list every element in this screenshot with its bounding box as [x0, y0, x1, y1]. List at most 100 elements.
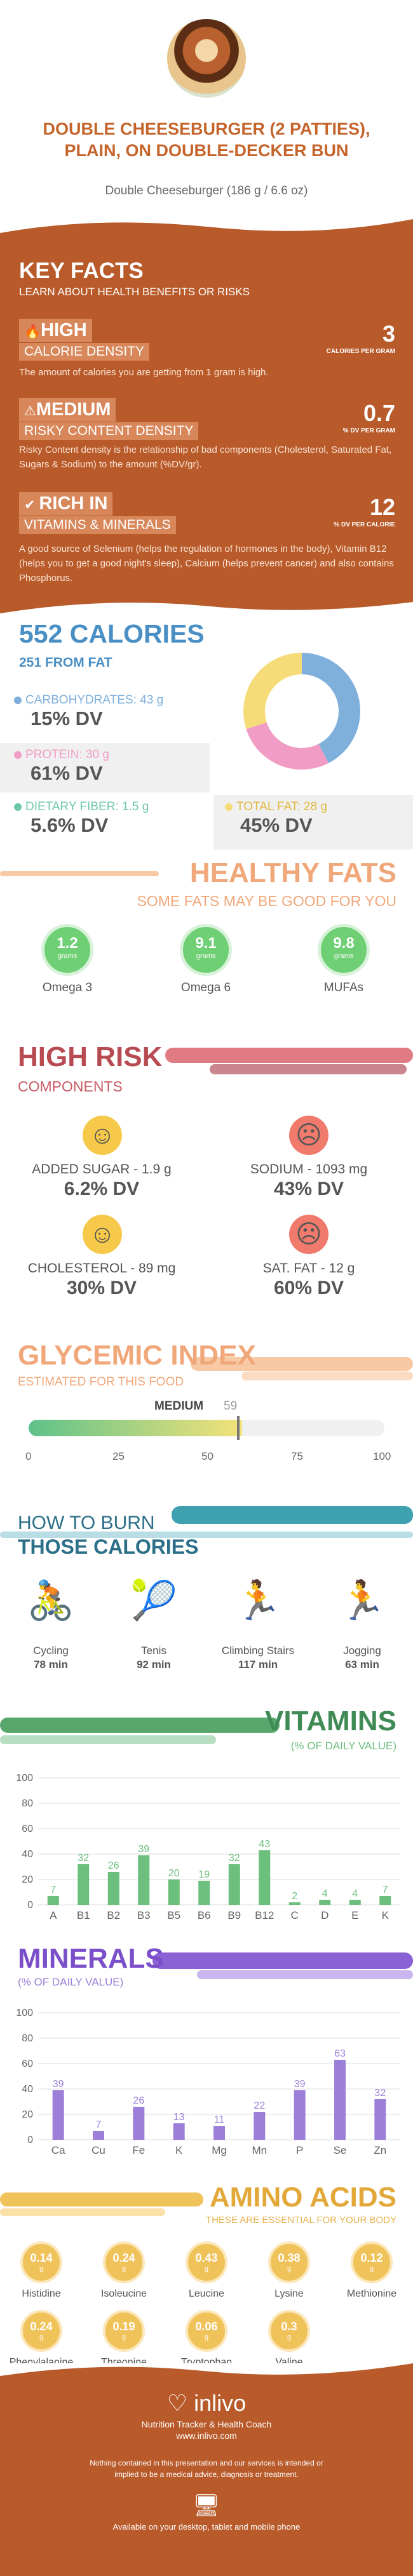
vitamin-category-label: K [382, 1909, 389, 1921]
vitamins-deco-bar [0, 1718, 280, 1733]
mineral-bar [294, 2090, 306, 2140]
burn-deco-bar2 [0, 1532, 413, 1538]
gi-tick: 75 [291, 1450, 303, 1462]
vitamin-value-label: 20 [168, 1868, 180, 1879]
vitamin-value-label: 43 [259, 1839, 270, 1850]
glycemic-level: MEDIUM [154, 1399, 204, 1413]
vitamins-rich-level: ✔ RICH IN [19, 492, 113, 516]
vitamin-category-label: B6 [198, 1909, 211, 1921]
carbs-dv: 15% DV [30, 707, 103, 730]
donut-fat-slice [243, 653, 360, 770]
minerals-heading: MINERALS [18, 1943, 164, 1974]
added-sugar-face-icon: ☺ [83, 1116, 122, 1155]
risky-density-name: RISKY CONTENT DENSITY [19, 422, 199, 440]
mineral-value-label: 26 [133, 2095, 144, 2106]
glycemic-value-label: 59 [224, 1399, 238, 1413]
burn-heading-2: THOSE CALORIES [18, 1535, 199, 1558]
vitamin-category-label: B5 [167, 1909, 180, 1921]
amino-label: Leucine [188, 2288, 225, 2299]
vitamin-category-label: D [321, 1909, 328, 1921]
glycemic-ticks: 0 25 50 75 100 [25, 1450, 391, 1464]
calorie-density-name: CALORIE DENSITY [19, 343, 150, 361]
minerals-deco-bar2 [197, 1970, 413, 1979]
amino-circle: 0.19 g [103, 2310, 145, 2352]
mineral-category-label: Cu [91, 2144, 105, 2156]
vitamin-bar [107, 1872, 119, 1905]
page-title: DOUBLE CHEESEBURGER (2 PATTIES), PLAIN, … [43, 119, 370, 160]
cholesterol-label: CHOLESTEROL - 89 mg [27, 1261, 176, 1276]
sat-fat-face-icon: ☹ [289, 1215, 328, 1254]
mufas-label: MUFAs [323, 981, 364, 994]
tennis-time: 92 min [137, 1658, 171, 1671]
vitamin-bar [288, 1902, 301, 1905]
amino-circle: 0.14 g [20, 2241, 62, 2283]
high-risk-heading: HIGH RISK [18, 1041, 163, 1072]
stairs-label: Climbing Stairs [221, 1645, 295, 1657]
added-sugar-dv: 6.2% DV [64, 1178, 140, 1199]
vitamins-heading: VITAMINS [265, 1705, 396, 1737]
risky-density-level: ⚠MEDIUM [19, 398, 116, 422]
protein-dv: 61% DV [30, 762, 103, 784]
fiber-block: DIETARY FIBER: 1.5 g 5.6% DV [0, 800, 210, 850]
mineral-category-label: Ca [51, 2144, 65, 2156]
mineral-value-label: 11 [214, 2114, 225, 2125]
gi-tick: 0 [25, 1450, 32, 1462]
glycemic-heading: GLYCEMIC INDEX [18, 1340, 256, 1371]
vitamin-category-label: B9 [227, 1909, 241, 1921]
mineral-category-label: K [175, 2144, 183, 2156]
mineral-bar [254, 2112, 266, 2140]
footer-platforms: Available on your desktop, tablet and mo… [112, 2522, 301, 2532]
minerals-subheading: (% OF DAILY VALUE) [18, 1976, 124, 1988]
carbs-label: CARBOHYDRATES: 43 g [25, 693, 164, 707]
amino-grid: 0.14 g Histidine 0.24 g Isoleucine 0.43 g Leucin… [0, 2241, 413, 2368]
amino-circle: 0.38 g [268, 2241, 310, 2283]
wave-divider-bottom [0, 602, 413, 616]
sodium-face-icon: ☹ [289, 1116, 328, 1155]
vitamin-category-label: E [351, 1909, 358, 1921]
wave-divider [0, 219, 413, 233]
footer-url[interactable]: www.inlivo.com [176, 2431, 237, 2441]
fat-block: TOTAL FAT: 28 g 45% DV [213, 795, 413, 850]
gi-tick: 25 [112, 1450, 125, 1462]
amino-subheading: THESE ARE ESSENTIAL FOR YOUR BODY [205, 2215, 396, 2226]
amino-circle: 0.24 g [103, 2241, 145, 2283]
mineral-category-label: Zn [374, 2144, 386, 2156]
vitamin-ytick: 40 [22, 1849, 33, 1860]
fiber-dv: 5.6% DV [30, 814, 109, 836]
vitamin-bar [349, 1900, 361, 1905]
mineral-ytick: 80 [22, 2033, 33, 2044]
vitamin-ytick: 100 [16, 1773, 33, 1784]
mineral-value-label: 63 [334, 2048, 346, 2059]
mineral-bar [133, 2107, 145, 2140]
fiber-dot [14, 803, 22, 811]
key-facts-section: KEY FACTS LEARN ABOUT HEALTH BENEFITS OR… [0, 219, 413, 616]
vitamin-bar [168, 1879, 180, 1905]
jogging-label: Jogging [343, 1645, 381, 1657]
amino-circle: 0.06 g [186, 2310, 227, 2352]
omega6-label: Omega 6 [180, 981, 231, 994]
sat-fat-dv: 60% DV [273, 1278, 344, 1298]
mineral-category-label: Mn [252, 2144, 267, 2156]
omega6-circle: 9.1 grams [180, 924, 232, 976]
donut-protein-slice [243, 653, 360, 770]
calories-heading: 552 CALORIES [19, 619, 205, 648]
vitamin-value-label: 7 [383, 1885, 388, 1895]
healthy-fats-subheading: SOME FATS MAY BE GOOD FOR YOU [137, 893, 396, 909]
mineral-category-label: P [296, 2144, 303, 2156]
added-sugar-label: ADDED SUGAR - 1.9 g [32, 1162, 172, 1177]
risky-density-value: 0.7 [363, 400, 395, 426]
key-facts-heading: KEY FACTS [19, 258, 144, 283]
sodium-label: SODIUM - 1093 mg [250, 1162, 368, 1177]
vitamin-value-label: 2 [292, 1891, 297, 1902]
mineral-category-label: Se [334, 2144, 347, 2156]
jogging-icon: 🏃 [338, 1579, 386, 1622]
vitamin-ytick: 0 [27, 1900, 33, 1911]
protein-block: PROTEIN: 30 g 61% DV [0, 743, 210, 792]
amino-label: Lysine [274, 2288, 304, 2299]
fat-label: TOTAL FAT: 28 g [236, 800, 327, 813]
vitamin-ytick: 60 [22, 1824, 33, 1834]
stairs-icon: 🏃 [234, 1579, 282, 1622]
vitamin-category-label: B3 [137, 1909, 151, 1921]
minerals-deco-bar [152, 1952, 413, 1969]
amino-circle: 0.43 g [186, 2241, 227, 2283]
